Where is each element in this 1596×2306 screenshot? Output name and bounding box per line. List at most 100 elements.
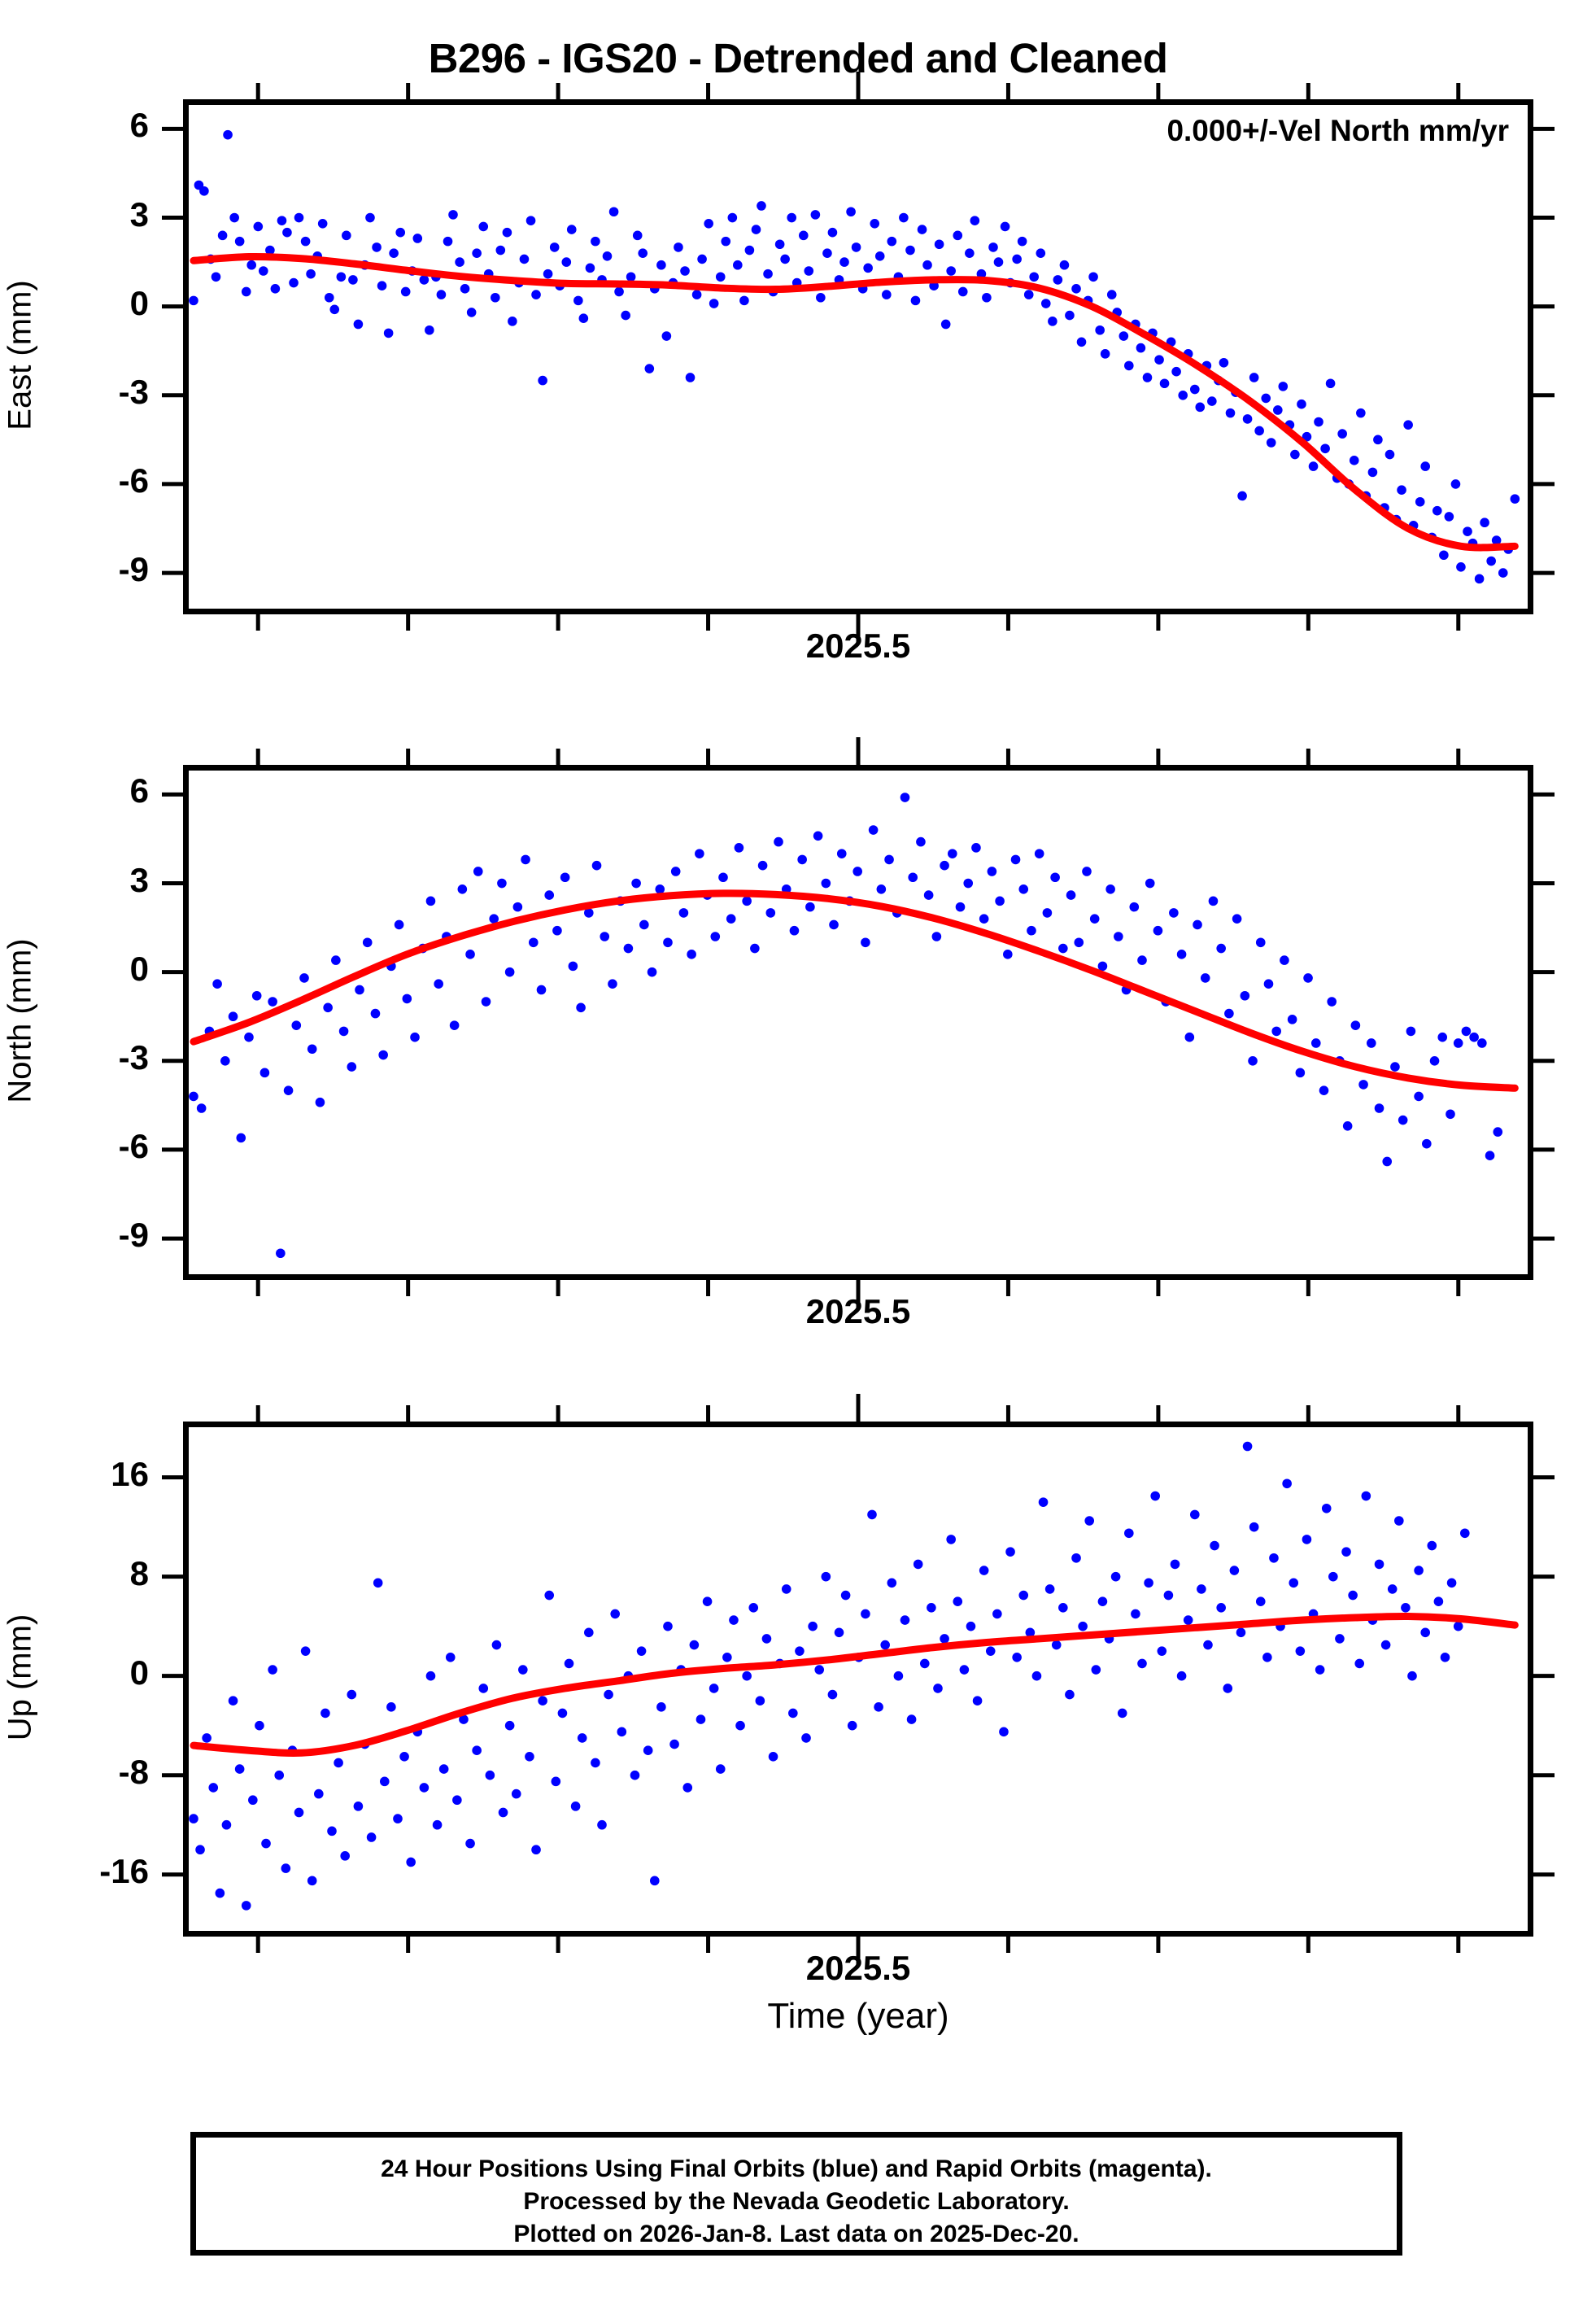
data-point	[1176, 1671, 1187, 1681]
data-point	[342, 230, 351, 241]
data-point	[674, 242, 683, 252]
data-point	[538, 1696, 547, 1705]
data-point	[1297, 399, 1306, 409]
data-point	[1308, 461, 1319, 471]
data-point	[457, 884, 468, 894]
data-point	[1354, 1658, 1365, 1669]
data-point	[307, 1876, 317, 1886]
data-point	[1200, 973, 1210, 983]
data-point	[797, 854, 807, 865]
caption-line-3: Plotted on 2026-Jan-8. Last data on 2025…	[513, 2221, 1079, 2247]
data-point	[1027, 925, 1036, 936]
data-point	[608, 979, 617, 989]
data-point	[1076, 337, 1087, 347]
data-point	[608, 207, 619, 217]
data-point	[887, 1578, 897, 1588]
data-point	[617, 1727, 627, 1737]
y-tick-label: -3	[118, 1037, 149, 1077]
data-point	[221, 1819, 232, 1830]
data-point	[331, 955, 341, 965]
data-point	[917, 225, 927, 234]
data-point	[900, 793, 910, 802]
data-point	[314, 1788, 324, 1799]
data-point	[1401, 1603, 1411, 1613]
data-point	[638, 248, 648, 258]
data-point	[1018, 1590, 1029, 1601]
data-point	[544, 890, 555, 900]
data-point	[1477, 1038, 1487, 1048]
data-point	[1480, 518, 1489, 528]
data-point	[236, 1133, 246, 1143]
data-point	[971, 843, 981, 853]
data-point	[248, 1795, 258, 1806]
data-point	[300, 236, 311, 247]
data-point	[1420, 461, 1430, 471]
data-point	[1044, 1584, 1055, 1594]
data-point	[1262, 1653, 1272, 1662]
data-point	[521, 854, 530, 865]
data-point	[1025, 1627, 1036, 1638]
data-point	[995, 896, 1005, 906]
data-point	[353, 1802, 364, 1811]
data-point	[334, 1758, 343, 1768]
data-point	[466, 308, 477, 317]
data-point	[1036, 248, 1046, 258]
data-point	[1137, 1658, 1147, 1669]
data-point	[324, 292, 334, 303]
data-point	[979, 914, 989, 924]
data-point	[1303, 973, 1313, 983]
data-point	[1255, 1596, 1266, 1606]
data-point	[1184, 1032, 1195, 1042]
data-point	[340, 1851, 351, 1861]
data-point	[727, 212, 738, 223]
data-point	[1302, 431, 1312, 442]
y-tick-label: -6	[118, 461, 149, 500]
data-point	[585, 263, 595, 273]
data-point	[1420, 1627, 1430, 1638]
data-point	[1415, 496, 1425, 507]
data-point	[1485, 1151, 1495, 1161]
data-point	[1342, 1121, 1353, 1131]
data-point	[751, 225, 761, 234]
data-point	[241, 286, 251, 297]
data-point	[1225, 408, 1236, 418]
data-point	[299, 973, 309, 983]
data-point	[1208, 896, 1219, 906]
data-point	[940, 319, 951, 330]
data-point	[315, 1097, 325, 1107]
data-point	[1473, 0, 1483, 5]
y-tick-label: 6	[129, 106, 149, 145]
data-point	[946, 266, 956, 276]
data-point	[1444, 512, 1454, 522]
data-point	[434, 979, 443, 989]
data-point	[1159, 378, 1170, 389]
data-point	[1082, 867, 1092, 876]
data-point	[1461, 1026, 1472, 1037]
data-point	[1066, 890, 1076, 900]
data-point	[294, 212, 304, 223]
data-point	[276, 1248, 286, 1259]
data-point	[763, 269, 773, 279]
data-point	[241, 1901, 251, 1911]
data-point	[623, 943, 634, 954]
data-point	[682, 1783, 693, 1793]
data-point	[614, 286, 624, 297]
data-point	[552, 925, 562, 936]
data-point	[1110, 1571, 1121, 1582]
data-point	[744, 245, 755, 255]
data-point	[268, 1665, 277, 1675]
data-point	[591, 860, 602, 871]
data-point	[410, 1032, 420, 1042]
data-point	[726, 914, 736, 924]
data-point	[851, 242, 861, 252]
data-point	[215, 1888, 225, 1898]
data-point	[757, 860, 768, 871]
y-tick-label: 8	[129, 1553, 149, 1592]
data-point	[985, 1646, 996, 1656]
data-point	[378, 1050, 388, 1060]
data-point	[1446, 1578, 1457, 1588]
data-point	[1474, 574, 1485, 584]
data-point	[1124, 360, 1134, 371]
data-point	[199, 186, 209, 196]
